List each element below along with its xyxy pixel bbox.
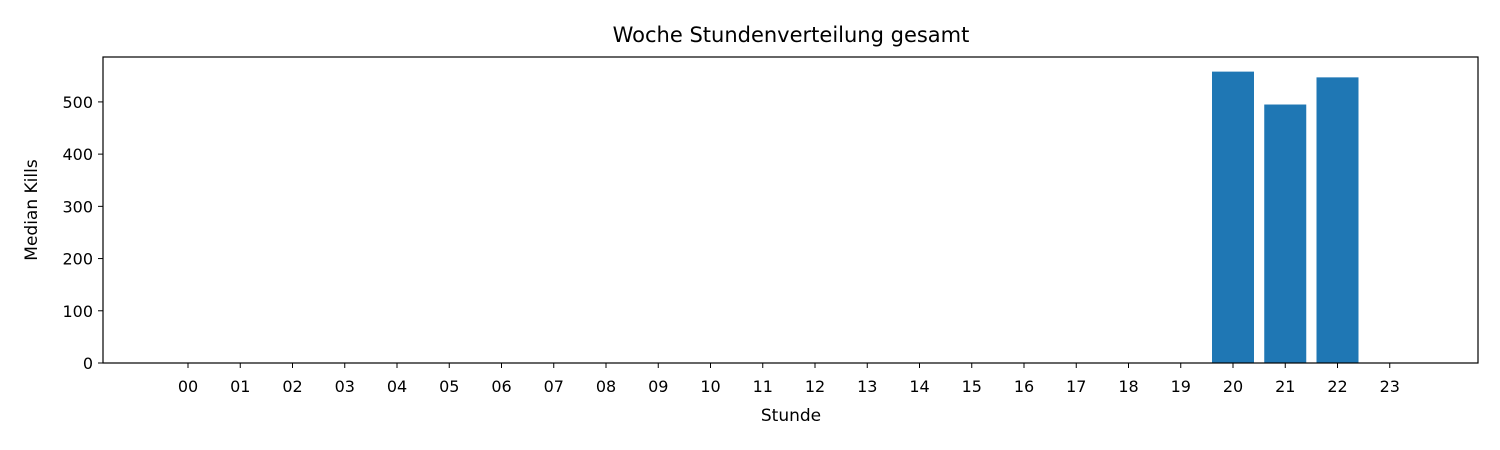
x-tick-label-20: 20 <box>1223 377 1243 396</box>
x-tick-label-15: 15 <box>962 377 982 396</box>
x-tick-label-09: 09 <box>648 377 668 396</box>
plot-area-frame <box>102 56 1479 364</box>
chart-title: Woche Stundenverteilung gesamt <box>613 23 970 47</box>
x-tick-label-17: 17 <box>1066 377 1086 396</box>
x-tick-label-16: 16 <box>1014 377 1034 396</box>
x-tick-label-10: 10 <box>700 377 720 396</box>
x-tick-label-05: 05 <box>439 377 459 396</box>
x-tick-label-22: 22 <box>1327 377 1347 396</box>
bar-20 <box>1212 71 1254 364</box>
y-tick-label-300: 300 <box>62 197 93 216</box>
y-tick-label-400: 400 <box>62 145 93 164</box>
y-axis-ticks: 0 100 200 300 400 500 <box>62 93 103 373</box>
x-tick-label-03: 03 <box>335 377 355 396</box>
bar-22 <box>1316 77 1359 364</box>
x-tick-label-13: 13 <box>857 377 877 396</box>
bars-group <box>1212 71 1359 364</box>
x-axis-ticks: 00 01 02 03 04 05 06 07 08 09 10 11 12 13 14 15 16 17 18 19… <box>178 363 1400 396</box>
y-tick-label-200: 200 <box>62 250 93 269</box>
y-tick-label-0: 0 <box>83 354 93 373</box>
x-tick-label-00: 00 <box>178 377 198 396</box>
x-tick-label-11: 11 <box>753 377 773 396</box>
x-tick-label-08: 08 <box>596 377 616 396</box>
x-tick-label-18: 18 <box>1118 377 1138 396</box>
bar-21 <box>1264 104 1307 363</box>
x-tick-label-04: 04 <box>387 377 407 396</box>
y-tick-label-100: 100 <box>62 302 93 321</box>
x-tick-label-07: 07 <box>544 377 564 396</box>
x-tick-label-02: 02 <box>282 377 302 396</box>
x-tick-label-14: 14 <box>909 377 929 396</box>
x-tick-label-01: 01 <box>230 377 250 396</box>
y-tick-label-500: 500 <box>62 93 93 112</box>
y-axis-label: Median Kills <box>22 159 42 261</box>
x-tick-label-06: 06 <box>491 377 511 396</box>
x-tick-label-12: 12 <box>805 377 825 396</box>
x-axis-label: Stunde <box>761 406 821 426</box>
x-tick-label-21: 21 <box>1275 377 1295 396</box>
x-tick-label-19: 19 <box>1171 377 1191 396</box>
x-tick-label-23: 23 <box>1380 377 1400 396</box>
